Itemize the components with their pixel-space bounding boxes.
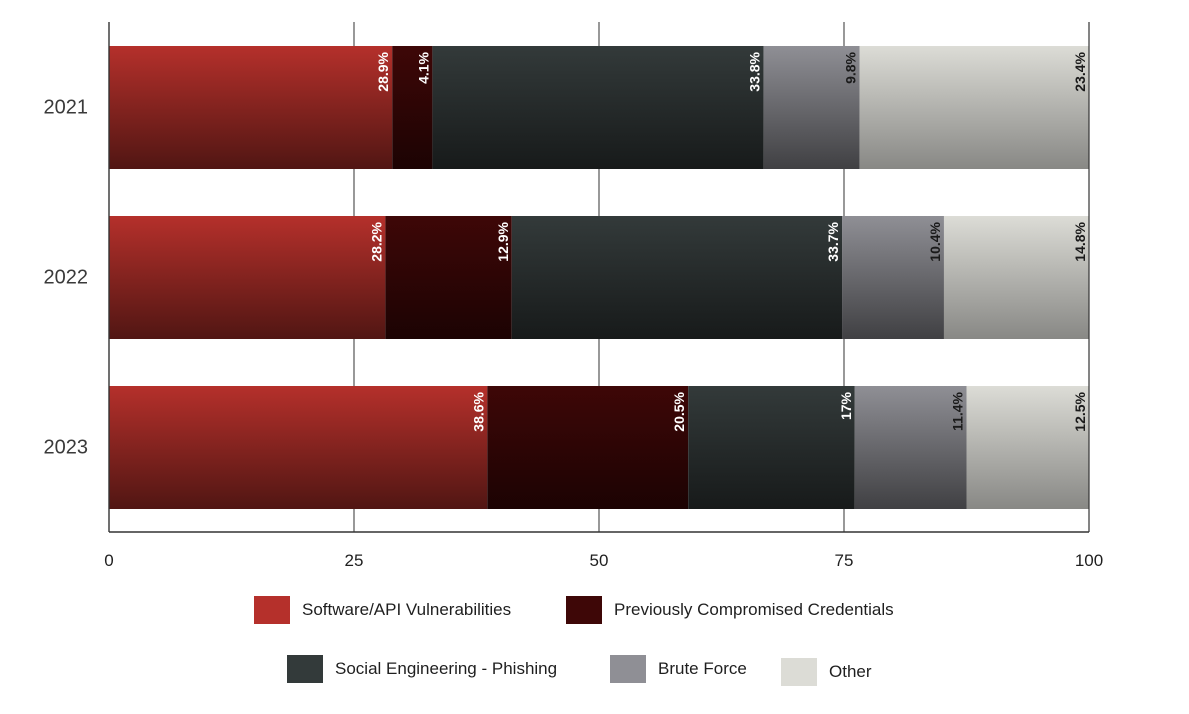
data-label-layer: 28.9% 4.1% 33.8% 9.8% 23.4% 28.2% 12.9% 33.7% 10… (368, 51, 1088, 431)
legend-swatch (610, 655, 646, 683)
legend-label: Software/API Vulnerabilities (302, 600, 512, 619)
bar-segment (859, 46, 1089, 169)
x-tick-label: 100 (1075, 551, 1103, 570)
data-label: 28.2% (368, 221, 384, 261)
legend-label: Social Engineering - Phishing (335, 659, 558, 678)
legend-swatch (254, 596, 290, 624)
bar-segment (688, 386, 855, 509)
bar-segment (392, 46, 433, 169)
x-tick-label: 75 (835, 551, 854, 570)
legend-label: Previously Compromised Credentials (614, 600, 894, 619)
data-label: 12.9% (495, 221, 511, 261)
category-label: 2022 (44, 267, 89, 289)
legend-item: Previously Compromised Credentials (566, 596, 894, 624)
legend-swatch (781, 658, 817, 686)
data-label: 4.1% (415, 51, 431, 83)
legend-label: Other (829, 662, 872, 681)
data-label: 17% (838, 391, 854, 420)
data-label: 11.4% (950, 391, 966, 430)
data-label: 10.4% (927, 221, 943, 261)
bar-segment (511, 216, 843, 339)
bar-segment (842, 216, 944, 339)
bar-segment (109, 46, 393, 169)
bar-segment (487, 386, 689, 509)
bar-segment (109, 216, 386, 339)
data-label: 20.5% (671, 391, 687, 431)
legend-swatch (287, 655, 323, 683)
bar-segment (432, 46, 764, 169)
bar-segment (943, 216, 1089, 339)
data-label: 33.8% (747, 51, 763, 91)
legend-swatch (566, 596, 602, 624)
data-label: 28.9% (375, 51, 391, 91)
x-tick-label: 25 (345, 551, 364, 570)
bar-segment (966, 386, 1089, 509)
axis-layer: 2021 2022 2023 0 25 50 75 100 (44, 22, 1103, 570)
legend-item: Social Engineering - Phishing (287, 655, 557, 683)
legend-item: Brute Force (610, 655, 747, 683)
data-label: 9.8% (843, 51, 859, 83)
bar-layer (109, 46, 1089, 509)
data-label: 14.8% (1072, 221, 1088, 261)
x-tick-label: 50 (590, 551, 609, 570)
category-label: 2023 (44, 437, 89, 459)
legend-item: Other (781, 658, 872, 686)
data-label: 38.6% (470, 391, 486, 431)
category-label: 2021 (44, 97, 89, 119)
bar-segment (109, 386, 488, 509)
legend-item: Software/API Vulnerabilities (254, 596, 511, 624)
data-label: 23.4% (1072, 51, 1088, 91)
x-tick-label: 0 (104, 551, 113, 570)
bar-segment (385, 216, 512, 339)
data-label: 12.5% (1072, 391, 1088, 431)
bar-segment (854, 386, 967, 509)
data-label: 33.7% (825, 221, 841, 261)
legend-label: Brute Force (658, 659, 747, 678)
bar-segment (763, 46, 860, 169)
